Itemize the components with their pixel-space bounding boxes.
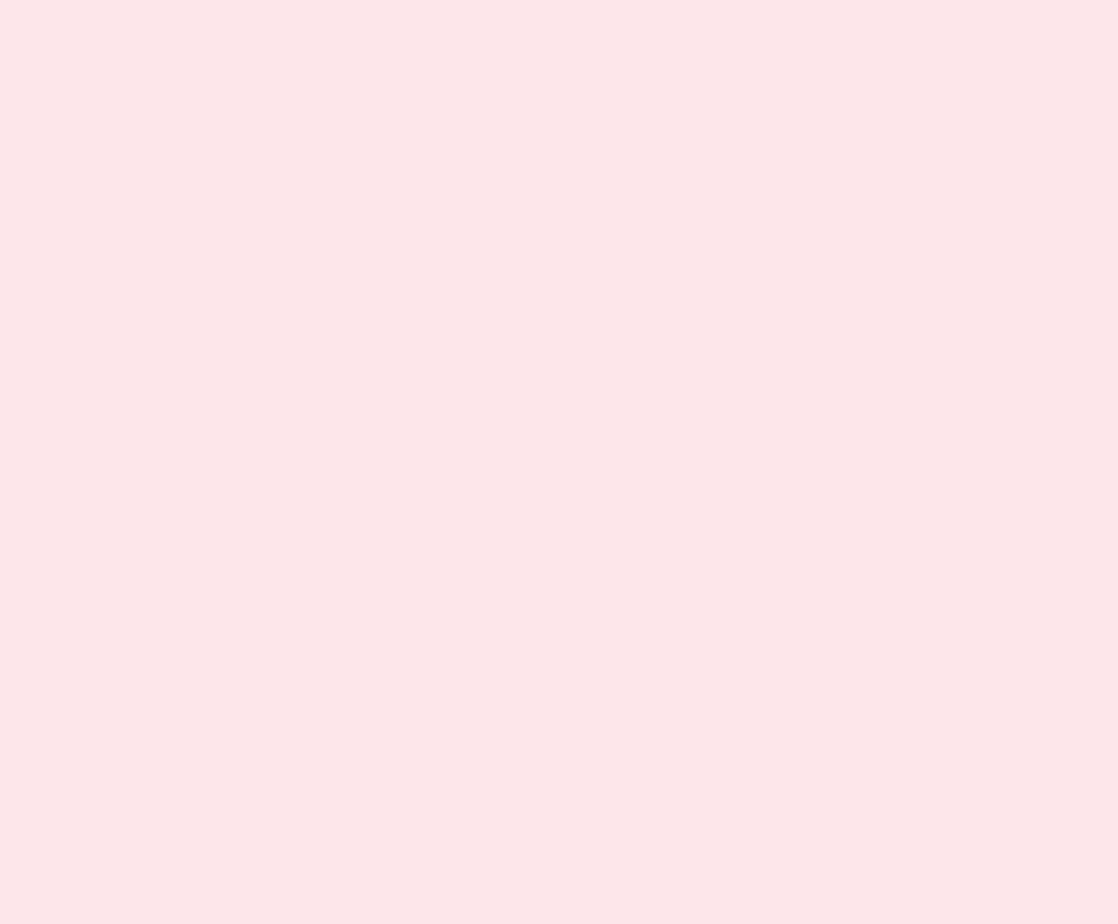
chart [0, 0, 1118, 924]
background [0, 0, 1118, 924]
